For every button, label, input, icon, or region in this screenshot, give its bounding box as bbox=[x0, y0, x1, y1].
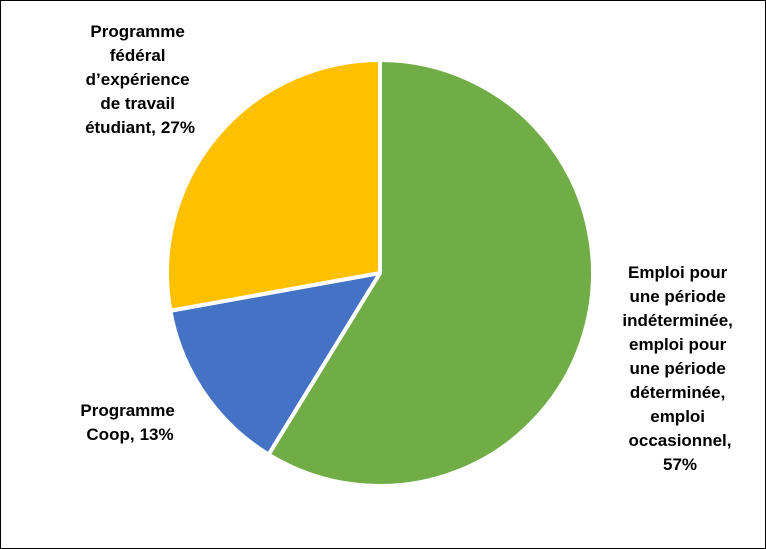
label-value: 13% bbox=[140, 425, 174, 444]
pie-slice bbox=[266, 58, 595, 488]
label-category: Programme Coop, bbox=[80, 401, 179, 444]
data-label: Programme Coop, 13% bbox=[80, 401, 179, 444]
data-label: Programme fédéral d’expérience de travai… bbox=[85, 22, 195, 137]
pie-slice bbox=[168, 271, 382, 457]
label-value: 57% bbox=[663, 455, 697, 474]
label-value: 27% bbox=[161, 118, 195, 137]
label-category: Programme fédéral d’expérience de travai… bbox=[85, 22, 194, 137]
data-label: Emploi pour une période indéterminée, em… bbox=[622, 263, 737, 474]
label-category: Emploi pour une période indéterminée, em… bbox=[622, 263, 737, 450]
pie-slice bbox=[165, 58, 382, 313]
